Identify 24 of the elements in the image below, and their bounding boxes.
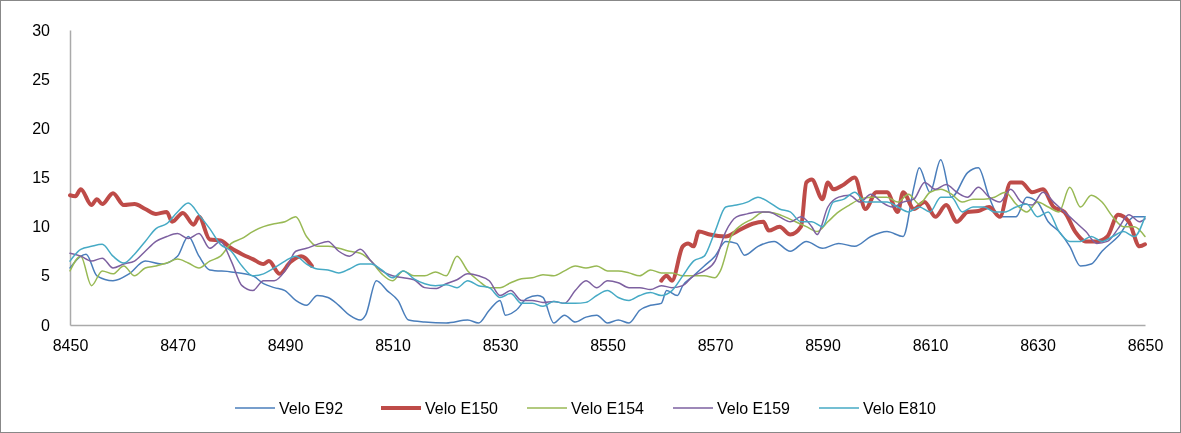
x-tick-label: 8590 [805, 336, 841, 354]
y-tick-label: 30 [32, 21, 51, 39]
legend-label: Velo E92 [279, 399, 344, 417]
y-tick-label: 5 [41, 267, 51, 285]
legend-label: Velo E150 [425, 399, 499, 417]
y-tick-label: 0 [41, 316, 51, 334]
x-tick-label: 8570 [697, 336, 734, 354]
legend-label: Velo E154 [571, 399, 645, 417]
x-tick-label: 8450 [52, 336, 89, 354]
x-tick-label: 8630 [1020, 336, 1056, 354]
y-tick-label: 20 [32, 119, 51, 137]
legend-label: Velo E810 [863, 399, 937, 417]
legend-label: Velo E159 [717, 399, 791, 417]
x-tick-label: 8490 [267, 336, 304, 354]
y-tick-label: 10 [32, 218, 51, 236]
y-tick-label: 25 [32, 70, 51, 88]
line-series [69, 186, 1146, 289]
y-tick-label: 15 [32, 169, 51, 187]
x-tick-label: 8610 [912, 336, 949, 354]
x-tick-label: 8550 [590, 336, 626, 354]
x-tick-label: 8510 [375, 336, 411, 354]
x-tick-label: 8650 [1127, 336, 1164, 354]
x-tick-label: 8530 [482, 336, 519, 354]
x-tick-label: 8470 [160, 336, 196, 354]
